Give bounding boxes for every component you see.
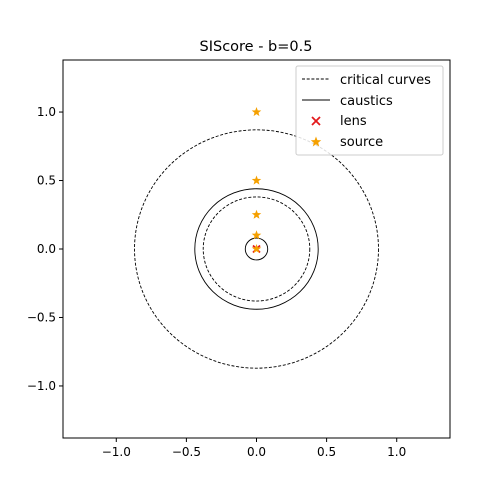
legend-lens-marker [311,116,321,126]
source-marker-1 [251,107,262,117]
legend-box [295,65,444,156]
y-tick-label: 0.5 [37,174,56,188]
source-marker-5 [251,244,262,254]
legend-source-marker [310,136,322,147]
axis-ticks: −1.0 −0.5 0.0 0.5 1.0 −1.0 −0.5 0.0 0.5 1.0 [27,105,406,459]
x-tick-label: 1.0 [387,445,406,459]
x-tick-label: 0.0 [247,445,266,459]
source-marker-3 [251,209,262,219]
y-tick-label: 0.0 [37,242,56,256]
legend-critical-curves-label: critical curves [340,73,431,88]
legend-caustics-label: caustics [340,94,393,109]
y-tick-label: −1.0 [27,379,56,393]
legend: critical curves caustics lens source [295,65,444,156]
legend-lens-x [311,116,321,126]
y-tick-label: −0.5 [27,310,56,324]
legend-lens-label: lens [340,114,367,129]
legend-source-star [310,136,322,147]
y-tick-label: 1.0 [37,105,56,119]
legend-source-label: source [340,135,383,150]
critical-curve-2 [202,196,311,302]
x-tick-label: 0.5 [317,445,336,459]
critical-curve-1 [134,129,379,369]
source-marker-2 [251,175,262,185]
chart-title: SIScore - b=0.5 [200,39,313,55]
source-marker-4 [251,230,262,240]
x-tick-label: −0.5 [172,445,201,459]
plot-area [134,107,379,369]
caustic-2 [244,237,269,261]
x-tick-label: −1.0 [102,445,131,459]
caustic-1 [194,188,319,310]
